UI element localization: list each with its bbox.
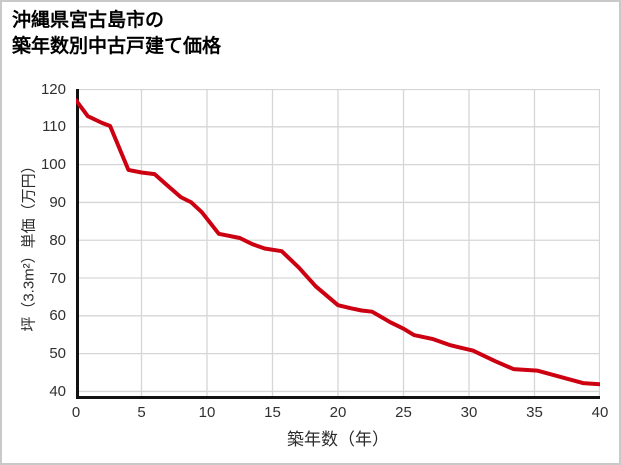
data-series-0 xyxy=(76,98,600,387)
y-tick-110: 110 xyxy=(42,118,66,136)
x-tick-20: 20 xyxy=(329,404,347,421)
y-tick-60: 60 xyxy=(49,307,66,325)
x-axis-spine xyxy=(76,396,600,399)
y-tick-40: 40 xyxy=(49,382,66,400)
axis-spines xyxy=(76,89,600,399)
y-tick-90: 90 xyxy=(49,193,66,211)
gridlines xyxy=(76,89,600,397)
chart-title: 沖縄県宮古島市の 築年数別中古戸建て価格 xyxy=(12,8,221,60)
x-tick-5: 5 xyxy=(137,404,146,421)
line-chart xyxy=(76,89,600,399)
chart-title-line2: 築年数別中古戸建て価格 xyxy=(12,36,222,58)
chart-title-line1: 沖縄県宮古島市の xyxy=(12,10,165,31)
y-tick-70: 70 xyxy=(49,269,66,287)
y-axis-spine xyxy=(76,89,79,399)
y-tick-120: 120 xyxy=(40,80,66,98)
x-axis-title: 築年数（年） xyxy=(287,430,389,449)
x-tick-10: 10 xyxy=(198,404,216,421)
x-tick-15: 15 xyxy=(264,404,281,421)
y-tick-80: 80 xyxy=(49,231,66,249)
plot-area xyxy=(76,89,600,399)
x-tick-25: 25 xyxy=(395,404,412,421)
x-tick-0: 0 xyxy=(71,404,81,421)
x-tick-35: 35 xyxy=(526,404,543,421)
x-tick-30: 30 xyxy=(460,404,478,421)
y-tick-100: 100 xyxy=(40,156,66,174)
x-tick-40: 40 xyxy=(591,404,609,421)
y-tick-50: 50 xyxy=(49,345,66,363)
price-line xyxy=(76,98,600,387)
